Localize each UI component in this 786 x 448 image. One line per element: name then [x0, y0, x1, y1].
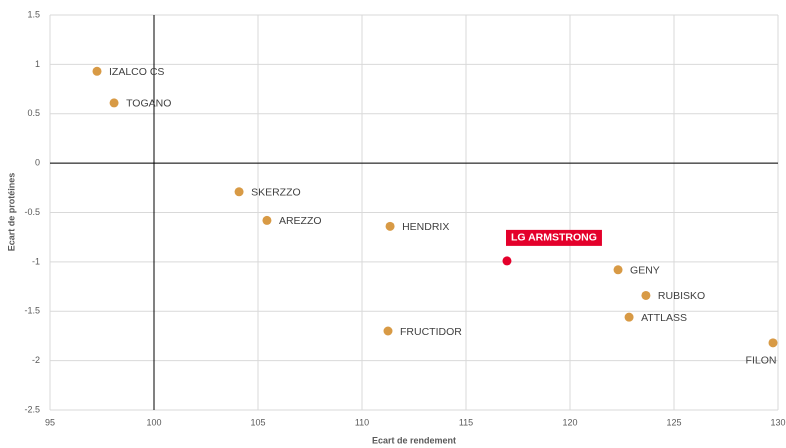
point-label: ATTLASS — [641, 312, 687, 324]
point — [109, 98, 119, 108]
y-tick-label: -0.5 — [24, 207, 40, 217]
point-label: AREZZO — [279, 215, 322, 227]
point-label: GENY — [630, 265, 660, 277]
point-label: FILON — [746, 355, 777, 367]
point — [641, 290, 651, 300]
x-tick-label: 115 — [459, 417, 473, 427]
point — [92, 66, 102, 76]
x-tick-label: 105 — [250, 417, 265, 427]
point-label: TOGANO — [126, 98, 171, 110]
highlight-label-box — [505, 229, 602, 246]
point — [262, 215, 272, 225]
point-label: IZALCO CS — [109, 66, 164, 78]
point — [502, 256, 512, 266]
point — [768, 338, 778, 348]
x-tick-label: 110 — [355, 417, 369, 427]
y-tick-label: 0 — [35, 158, 40, 168]
y-tick-label: -2 — [32, 355, 40, 365]
y-tick-label: -2.5 — [24, 404, 40, 414]
y-axis-title: Ecart de protéines — [6, 173, 16, 252]
point — [383, 326, 393, 336]
point — [624, 312, 634, 322]
y-tick-label: 0.5 — [27, 108, 40, 118]
point — [385, 221, 395, 231]
x-axis-title: Ecart de rendement — [372, 435, 456, 445]
point-label: HENDRIX — [402, 221, 449, 233]
x-tick-label: 120 — [562, 417, 577, 427]
point-label: RUBISKO — [658, 290, 705, 302]
point — [234, 187, 244, 197]
y-tick-label: -1.5 — [24, 306, 40, 316]
point-label: SKERZZO — [251, 187, 301, 199]
point-label: FRUCTIDOR — [400, 326, 462, 338]
y-tick-label: -1 — [32, 256, 40, 266]
highlight-label: LG ARMSTRONG — [511, 232, 597, 244]
y-tick-label: 1.5 — [27, 9, 40, 19]
x-tick-label: 125 — [666, 417, 681, 427]
point — [613, 265, 623, 275]
x-tick-label: 100 — [146, 417, 161, 427]
y-tick-label: 1 — [35, 59, 40, 69]
x-tick-label: 95 — [45, 417, 55, 427]
x-tick-label: 130 — [770, 417, 785, 427]
